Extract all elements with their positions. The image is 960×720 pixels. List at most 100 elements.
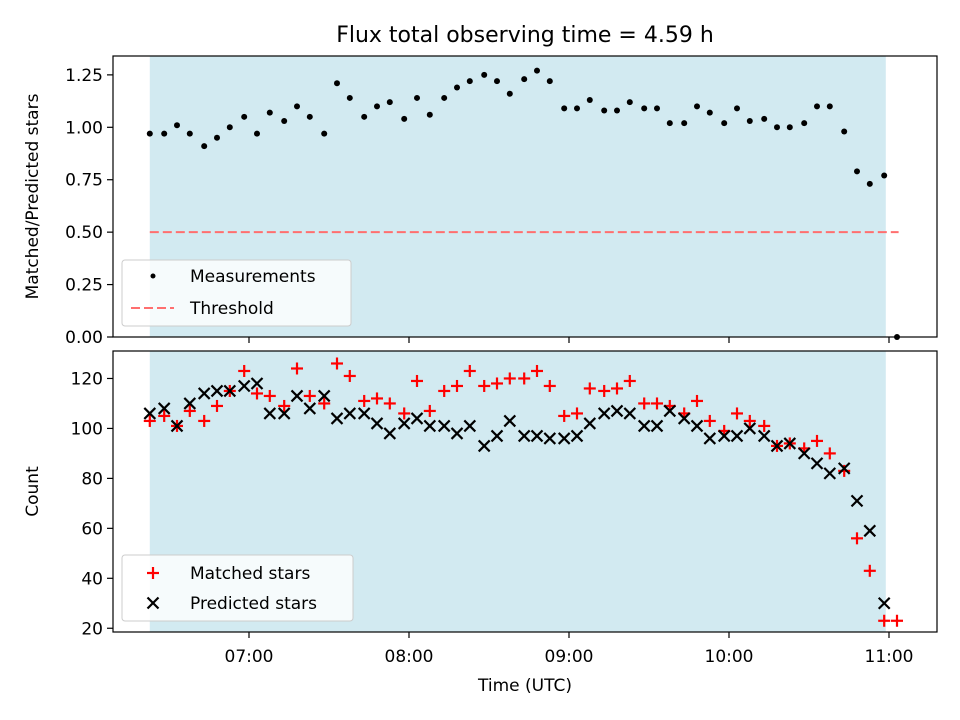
marker-stroke [490, 429, 504, 443]
predicted-star-point [850, 494, 864, 508]
marker-stroke [450, 427, 464, 440]
matched-star-point [263, 389, 276, 402]
measurement-point [734, 105, 740, 112]
marker-stroke [837, 462, 851, 475]
predicted-star-point [797, 447, 811, 460]
matched-star-point [703, 414, 716, 427]
matched-star-point [278, 399, 291, 412]
matched-star-point [423, 404, 436, 417]
marker-stroke [223, 384, 237, 398]
measurement-point [641, 105, 648, 112]
x-tick-label: 07:00 [225, 647, 274, 667]
measurement-point [214, 134, 220, 141]
measurement-point [361, 113, 368, 120]
measurement-point [346, 94, 353, 101]
predicted-star-point [263, 407, 277, 420]
measurement-point [174, 122, 180, 129]
marker-stroke [783, 437, 797, 450]
marker-stroke [183, 397, 197, 410]
legend-measurements-label: Measurements [190, 267, 316, 287]
predicted-star-point [170, 419, 184, 433]
predicted-star-point [863, 524, 877, 538]
measurement-point [374, 103, 380, 110]
matched-star-point [891, 614, 903, 627]
legend-matched-marker [147, 567, 159, 579]
predicted-star-point [823, 467, 837, 480]
measurement-point [266, 109, 273, 116]
y-tick-label: 1.25 [65, 66, 103, 86]
matched-star-point [331, 357, 343, 370]
measurement-point [241, 113, 248, 120]
predicted-star-point [450, 427, 464, 440]
y-tick-label: 60 [81, 519, 103, 539]
matched-star-point [863, 564, 876, 577]
marker-stroke [530, 429, 544, 443]
matched-star-point [371, 392, 383, 405]
marker-stroke [650, 419, 664, 433]
predicted-star-point [690, 419, 704, 433]
matched-star-point [758, 419, 771, 432]
x-tick-label: 09:00 [545, 647, 594, 667]
marker-stroke [823, 467, 837, 480]
marker-stroke [623, 407, 637, 420]
matched-star-point [543, 379, 556, 392]
top-panel-legend: Measurements Threshold [121, 259, 352, 327]
marker-stroke [757, 429, 771, 443]
y-tick-label: 0.00 [65, 328, 103, 348]
matched-star-point [303, 389, 316, 402]
measurement-point [654, 105, 660, 112]
measurement-point [506, 90, 513, 97]
measurement-point [574, 105, 580, 112]
bottom-panel-frame [112, 350, 938, 633]
legend-plus [147, 567, 159, 579]
marker-stroke [477, 439, 491, 453]
predicted-star-point [157, 402, 171, 415]
measurement-point [454, 84, 460, 91]
predicted-star-point [210, 384, 224, 398]
marker-stroke [463, 419, 477, 433]
marker-stroke [146, 596, 160, 610]
marker-stroke [703, 432, 717, 445]
marker-stroke [637, 419, 651, 433]
matched-star-point [251, 387, 263, 400]
legend-cross [146, 596, 160, 610]
measurement-point [466, 78, 473, 85]
predicted-star-point [570, 429, 584, 443]
marker-stroke [157, 402, 171, 415]
measurement-point [561, 105, 568, 112]
y-tick-label: 100 [71, 419, 103, 439]
predicted-star-point [597, 407, 611, 420]
measurement-point [826, 103, 833, 110]
matched-star-point [318, 397, 331, 410]
measurement-point [614, 107, 620, 114]
marker-stroke [583, 417, 597, 430]
measurement-point [854, 168, 860, 175]
legend-predicted-marker [146, 596, 160, 610]
predicted-star-point [290, 389, 304, 403]
matched-star-point [198, 414, 211, 427]
measurement-point [786, 124, 793, 131]
matched-star-point [651, 397, 663, 410]
x-axis-label: Time (UTC) [477, 676, 572, 696]
predicted-star-point [677, 412, 691, 425]
measurement-point [146, 130, 153, 137]
y-tick-label: 0.50 [65, 223, 103, 243]
predicted-star-point [410, 412, 424, 425]
marker-stroke [503, 414, 517, 428]
predicted-star-point [770, 439, 784, 453]
measurement-point [546, 78, 553, 85]
matched-star-point [411, 374, 423, 387]
measurement-point [626, 99, 633, 106]
matched-star-point [463, 364, 476, 377]
predicted-star-point [557, 432, 571, 445]
matched-star-point [878, 614, 891, 627]
measurement-point [201, 143, 208, 150]
predicted-star-point [303, 402, 317, 415]
predicted-star-point [530, 429, 544, 443]
predicted-star-point [703, 432, 717, 445]
measurement-point [294, 103, 300, 110]
matched-star-point [143, 414, 156, 427]
predicted-star-point [383, 427, 397, 440]
measurement-point [694, 103, 700, 110]
marker-stroke [423, 419, 437, 433]
